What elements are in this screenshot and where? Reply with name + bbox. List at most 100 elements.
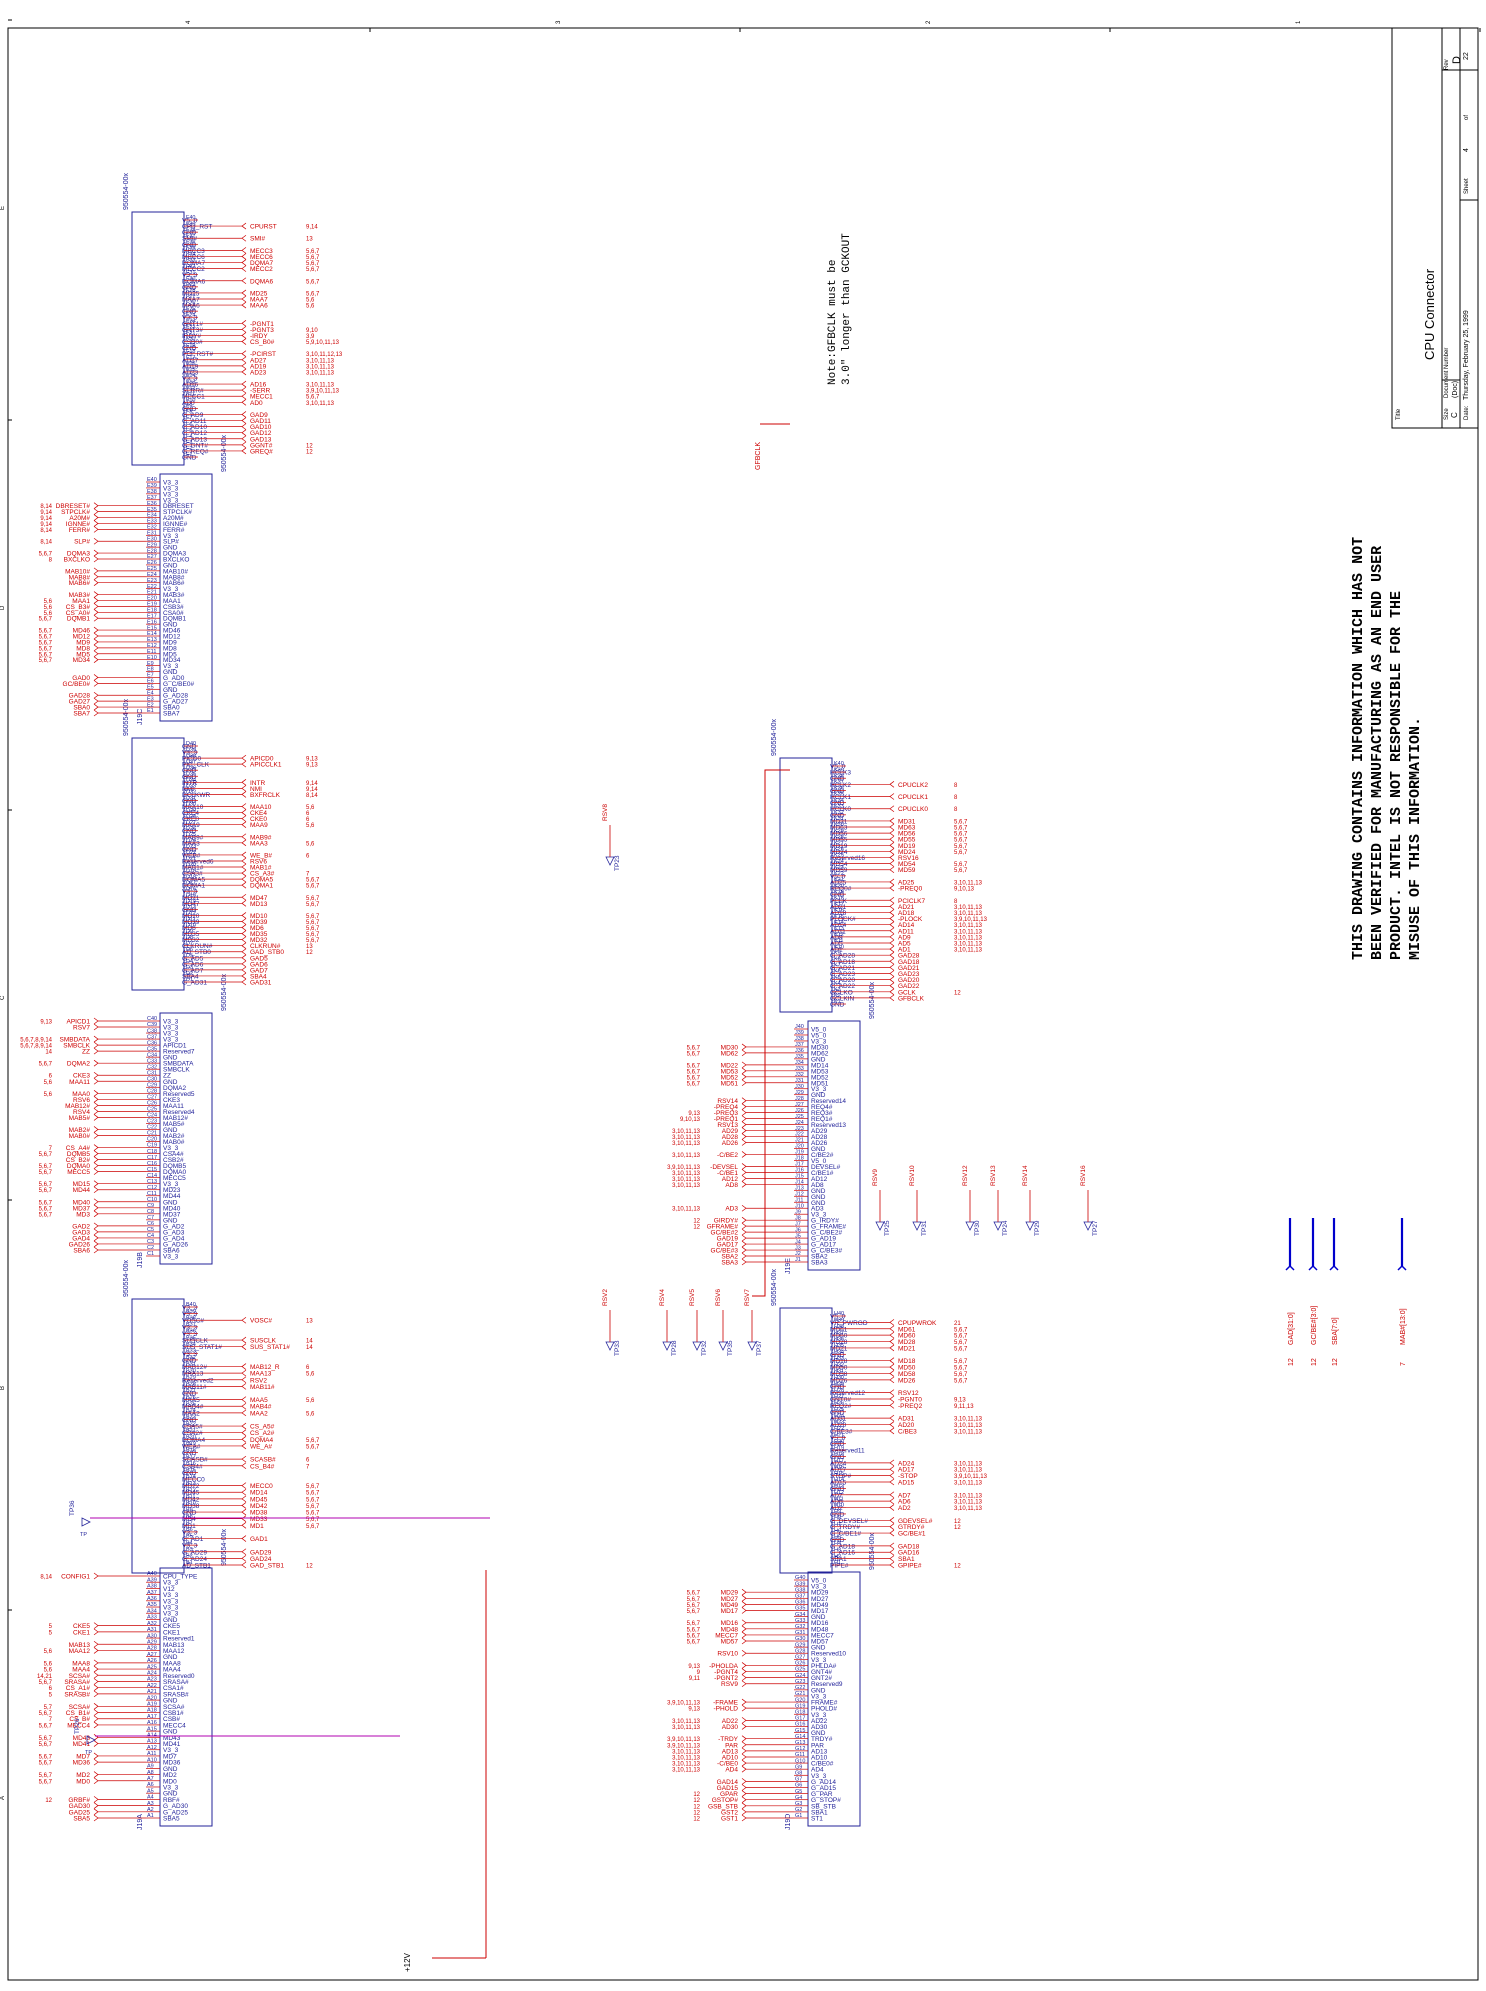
net-label: MAB5#	[69, 1114, 146, 1122]
pin-number: C32	[147, 1064, 157, 1070]
net-name: MD52	[721, 1074, 739, 1081]
pin: C/BE1#J16	[794, 1168, 834, 1177]
net-ref: 5,6,7	[954, 1378, 968, 1384]
pin-number: F26	[186, 300, 195, 306]
pin: SERR#F12	[182, 385, 204, 394]
net-name: -PGNT2	[714, 1675, 738, 1682]
pin-name: GND	[163, 1698, 178, 1705]
pin-name: GND	[182, 230, 197, 237]
net-ref: 5,6,7	[954, 1366, 968, 1372]
net-label: DQMA4 5,6,7	[198, 1436, 320, 1444]
pin-name: MD1	[182, 1523, 196, 1530]
pin-number: K29	[834, 828, 844, 834]
tp-net: RSV6	[715, 1289, 722, 1306]
pin-name: CSB#	[163, 1716, 180, 1723]
net-ref: 12	[954, 1519, 961, 1525]
net-ref: 5,6	[44, 1661, 53, 1667]
pin-number: H17	[834, 1458, 844, 1464]
net-ref: 9,10,13	[954, 887, 975, 893]
net-ref: 5,6,7	[954, 868, 968, 874]
pin-number: E1	[147, 708, 154, 714]
pin-number: D29	[186, 808, 196, 814]
pin-name: Reserved1	[163, 1636, 195, 1643]
net-name: AD15	[898, 1480, 915, 1487]
net-name: CONFIG1	[61, 1574, 90, 1581]
pin-number: C34	[147, 1052, 157, 1058]
net-ref: 5,6,7	[39, 617, 53, 623]
net-ref: 5,6,7	[954, 1334, 968, 1340]
net-ref: 3,10,11,13	[672, 1183, 701, 1189]
pin-number: B5	[186, 1534, 193, 1540]
pin-number: H3	[834, 1547, 841, 1553]
net-label: AD0 3,10,11,13	[198, 399, 335, 407]
net-name: MD28	[898, 1339, 916, 1346]
bus-name: SBA[7:0]	[1332, 1317, 1339, 1345]
pin-name: GND	[182, 828, 197, 835]
pin-number: G20	[795, 1697, 805, 1703]
bus-mab-13-0-: MAB#[13:0]7	[1397, 1218, 1407, 1366]
pin-number: A25	[147, 1664, 157, 1670]
pin-name: MAA5	[182, 1397, 200, 1404]
net-name: -TRDY	[718, 1736, 739, 1743]
net-ref: 5,6	[44, 1649, 53, 1655]
pin-name: GND	[163, 1217, 178, 1224]
net-label: GC/BE#2	[711, 1228, 794, 1237]
net-name: DQMA6	[250, 278, 274, 285]
pin-number: F23	[186, 319, 195, 325]
net-ref: 3,10,11,13	[672, 1153, 701, 1159]
pin-number: J14	[795, 1180, 804, 1186]
pin-name: V3_3	[182, 1543, 198, 1550]
net-ref: 3,10,11,13	[954, 911, 983, 917]
pin-name: G_AD10	[182, 424, 207, 431]
pin: DEVSEL#J17	[794, 1162, 841, 1171]
tp-net: RSV13	[990, 1165, 997, 1186]
pin-name: V3_3	[163, 485, 179, 492]
net-name: SBA5	[73, 1816, 90, 1823]
pin-number: C11	[147, 1191, 157, 1197]
net-ref: 5,6	[306, 1411, 315, 1417]
pin-number: D9	[186, 929, 193, 935]
pin-number: G5	[795, 1789, 802, 1795]
pin-number: A31	[147, 1627, 157, 1633]
net-label: MAA5 5,6	[198, 1396, 315, 1404]
net-ref: 9,10,13	[680, 1117, 701, 1123]
pin-number: B17	[186, 1454, 196, 1460]
note-block: Note:GFBCLK must be 3.0" longer than GCK…	[827, 233, 853, 385]
pin-name: V3_3	[163, 1181, 179, 1188]
pin-name: SCASB#	[182, 1457, 208, 1464]
pin-number: C22	[147, 1125, 157, 1131]
net-label: -PGNT3 9,10	[198, 326, 318, 334]
pin-name: V3_3	[163, 533, 179, 540]
net-label: MAA9 5,6	[198, 821, 315, 829]
pin-number: J26	[795, 1108, 804, 1114]
pin-name: GND	[163, 1079, 178, 1086]
pin-number: C36	[147, 1040, 157, 1046]
bus-ref: 12	[1332, 1358, 1339, 1366]
net-ref: 8,14	[306, 793, 318, 799]
pin: REQ0#K20	[830, 883, 852, 892]
pin-name: V3_3	[182, 1305, 198, 1312]
net-label: AD23 3,10,11,13	[198, 368, 335, 376]
connector-part: 950554-00x	[869, 982, 876, 1019]
net-ref: 6	[306, 853, 310, 859]
net-ref: 3,10,11,13	[954, 1500, 983, 1506]
net-ref: 3,10,11,13	[672, 1768, 701, 1774]
net-name: MD0	[76, 1778, 90, 1785]
net-label: GAD11	[198, 417, 271, 425]
